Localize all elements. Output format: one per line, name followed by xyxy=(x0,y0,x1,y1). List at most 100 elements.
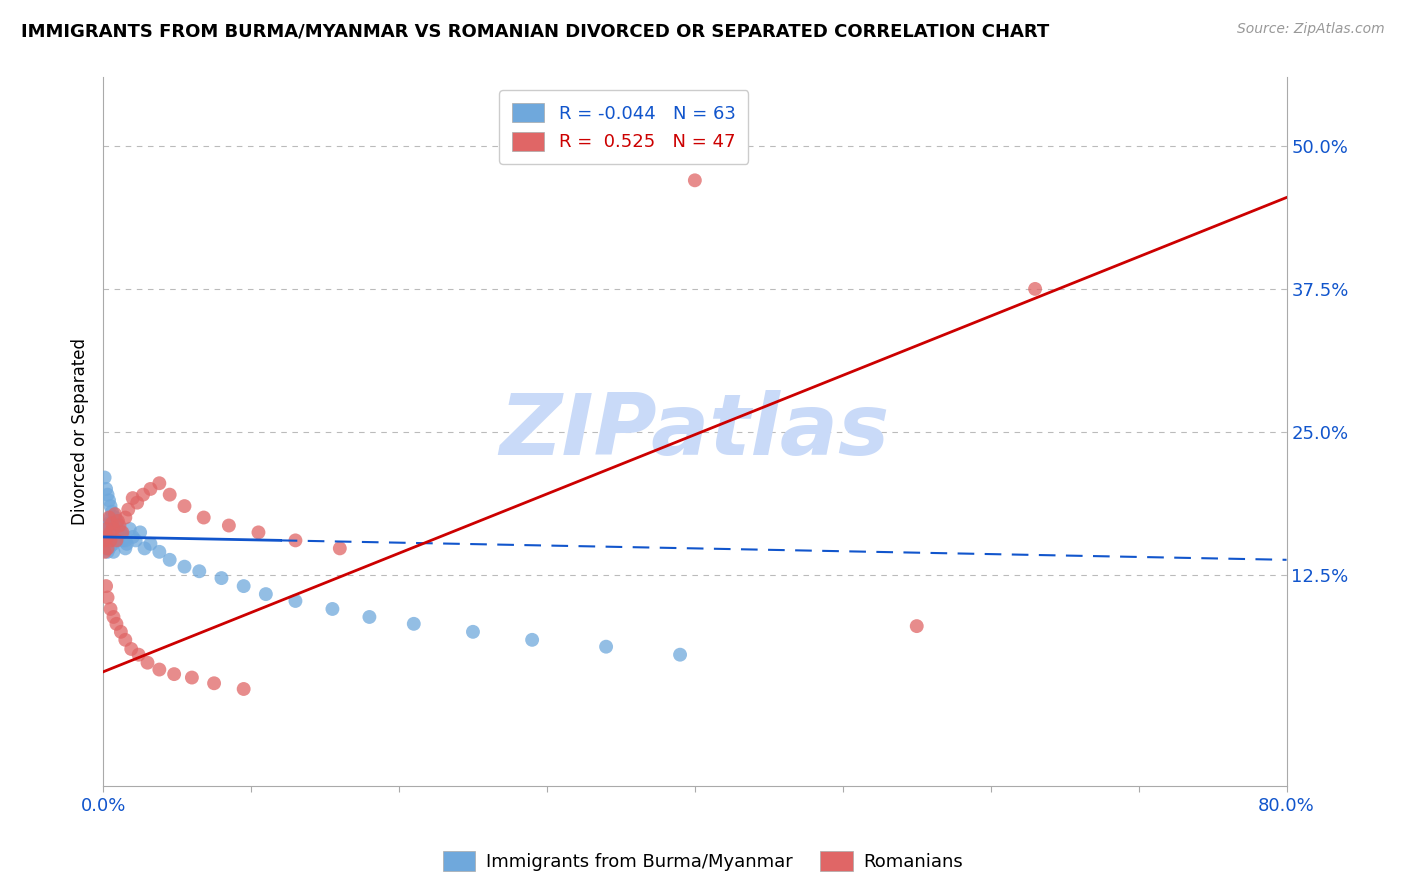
Point xyxy=(97,591,120,605)
Point xyxy=(104,507,127,521)
Point xyxy=(98,533,121,548)
Point xyxy=(100,510,122,524)
Point xyxy=(180,671,202,685)
Point xyxy=(94,518,117,533)
Point xyxy=(93,545,115,559)
Point xyxy=(114,510,136,524)
Point xyxy=(105,616,128,631)
Point xyxy=(104,518,127,533)
Point xyxy=(98,493,121,508)
Point xyxy=(128,648,150,662)
Point xyxy=(101,505,124,519)
Point xyxy=(163,667,186,681)
Point xyxy=(111,533,134,548)
Point xyxy=(134,541,156,556)
Point xyxy=(127,496,149,510)
Point xyxy=(232,579,254,593)
Point xyxy=(97,488,120,502)
Point xyxy=(121,491,143,505)
Point xyxy=(132,488,155,502)
Point xyxy=(108,530,131,544)
Point xyxy=(93,541,115,556)
Point xyxy=(1024,282,1046,296)
Point xyxy=(159,553,181,567)
Point xyxy=(115,537,138,551)
Point xyxy=(107,522,129,536)
Point xyxy=(97,545,120,559)
Point xyxy=(98,541,121,556)
Point xyxy=(124,533,146,548)
Point xyxy=(100,602,122,616)
Point xyxy=(121,530,143,544)
Point xyxy=(173,559,195,574)
Point xyxy=(100,533,122,548)
Point xyxy=(98,516,121,531)
Point xyxy=(359,610,381,624)
Point xyxy=(159,488,181,502)
Point xyxy=(98,510,121,524)
Point xyxy=(202,676,225,690)
Point xyxy=(193,510,215,524)
Point xyxy=(101,516,124,531)
Point xyxy=(93,533,115,548)
Point xyxy=(247,525,270,540)
Point xyxy=(218,518,240,533)
Point xyxy=(93,470,115,484)
Point xyxy=(94,541,117,556)
Point xyxy=(188,564,211,578)
Point xyxy=(103,545,125,559)
Point xyxy=(139,482,162,496)
Point xyxy=(107,514,129,528)
Point xyxy=(100,499,122,513)
Point xyxy=(114,632,136,647)
Point xyxy=(254,587,277,601)
Point xyxy=(595,640,617,654)
Point xyxy=(100,525,122,540)
Point xyxy=(94,533,117,548)
Point xyxy=(104,510,127,524)
Point xyxy=(100,539,122,553)
Point xyxy=(107,518,129,533)
Point xyxy=(107,533,129,548)
Point xyxy=(94,482,117,496)
Point xyxy=(683,173,706,187)
Point xyxy=(520,632,543,647)
Point xyxy=(173,499,195,513)
Point xyxy=(117,502,139,516)
Text: Source: ZipAtlas.com: Source: ZipAtlas.com xyxy=(1237,22,1385,37)
Point xyxy=(211,571,233,585)
Legend: Immigrants from Burma/Myanmar, Romanians: Immigrants from Burma/Myanmar, Romanians xyxy=(436,844,970,879)
Point xyxy=(97,522,120,536)
Point xyxy=(402,616,425,631)
Point xyxy=(148,663,170,677)
Point xyxy=(94,525,117,540)
Point xyxy=(110,525,132,540)
Point xyxy=(104,533,127,548)
Point xyxy=(321,602,343,616)
Point xyxy=(284,594,307,608)
Point xyxy=(94,579,117,593)
Point xyxy=(114,533,136,548)
Point xyxy=(329,541,352,556)
Point xyxy=(108,518,131,533)
Point xyxy=(284,533,307,548)
Point xyxy=(114,541,136,556)
Point xyxy=(139,537,162,551)
Point xyxy=(120,642,142,657)
Text: ZIPatlas: ZIPatlas xyxy=(499,391,890,474)
Point xyxy=(110,525,132,540)
Point xyxy=(97,530,120,544)
Point xyxy=(103,610,125,624)
Point xyxy=(118,522,141,536)
Point xyxy=(97,530,120,544)
Point xyxy=(136,656,159,670)
Point xyxy=(148,545,170,559)
Point xyxy=(110,624,132,639)
Point xyxy=(111,525,134,540)
Point xyxy=(461,624,484,639)
Point xyxy=(103,537,125,551)
Point xyxy=(148,476,170,491)
Point xyxy=(94,522,117,536)
Point xyxy=(105,533,128,548)
Point xyxy=(100,525,122,540)
